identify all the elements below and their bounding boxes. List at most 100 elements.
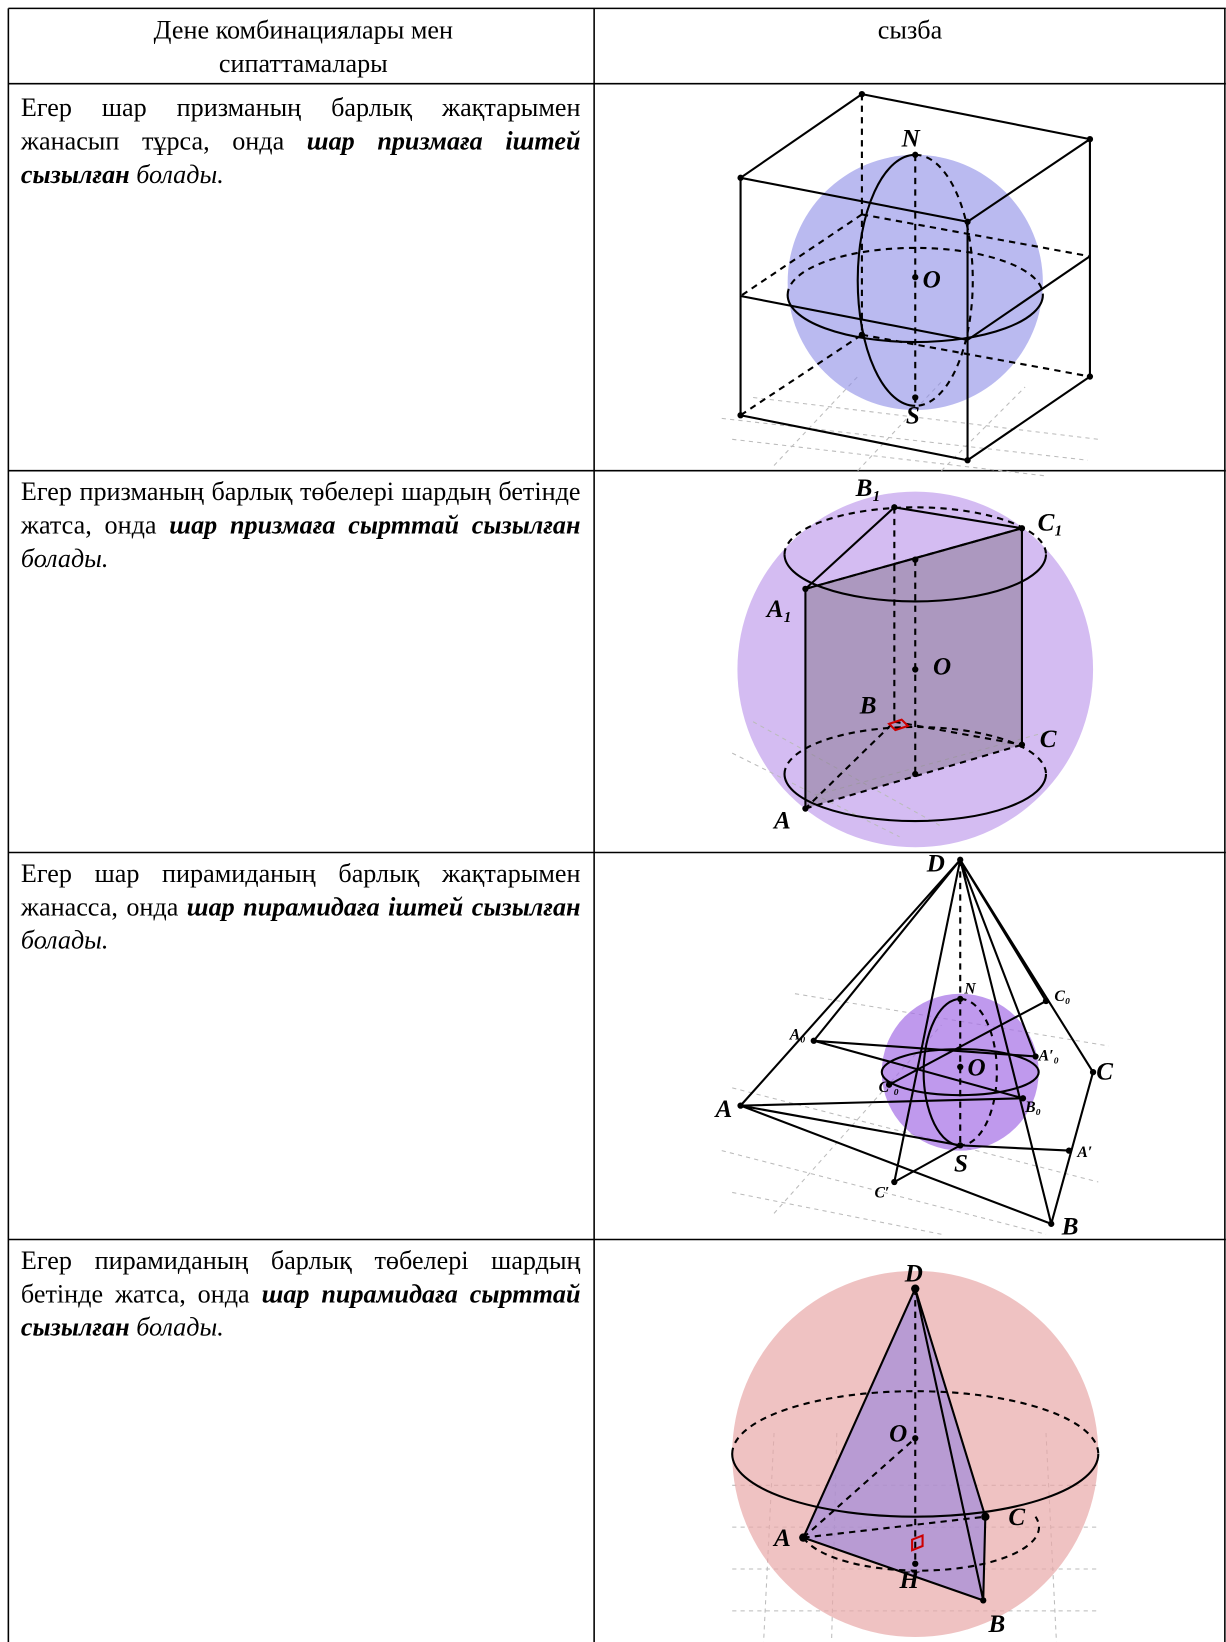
figure-circle	[957, 995, 964, 1003]
point-label: C₁	[1038, 509, 1064, 536]
figure-g	[799, 1284, 990, 1604]
row-tail: болады.	[136, 1313, 224, 1343]
row-tail: болады.	[20, 544, 109, 574]
point-label: A′	[1076, 1144, 1092, 1161]
figure-circle	[1089, 1069, 1097, 1076]
point-label: A₀	[789, 1027, 806, 1044]
point-label: C′₀	[879, 1079, 899, 1096]
figure-circle	[1086, 373, 1094, 380]
point-label: B	[859, 692, 877, 719]
figure-circle	[858, 331, 866, 338]
point-label: A	[772, 807, 791, 834]
figure-g	[737, 856, 1097, 1227]
figure-polygon	[803, 1288, 986, 1601]
figure-circle	[1018, 741, 1026, 748]
row-text: Егер шар призманың барлық жақтарымен жан…	[21, 92, 581, 192]
point-label: B₀	[1024, 1099, 1041, 1116]
figure-path	[783, 725, 1048, 775]
point-label: C	[1096, 1058, 1113, 1085]
figure-path	[915, 153, 974, 407]
point-label: O	[933, 654, 951, 681]
point-label: B	[1061, 1213, 1079, 1240]
figure-circle	[810, 1037, 817, 1044]
figure-path	[783, 554, 1048, 603]
figure-circle	[1032, 1053, 1039, 1060]
figure-path	[721, 376, 1099, 477]
figure-circle	[1042, 997, 1050, 1005]
row-term: шар призмаға сырттай сызылған	[169, 511, 581, 540]
row-lead: Егер призманың барлық төбелері шардың бе…	[20, 478, 581, 540]
figure-circle	[912, 151, 919, 158]
point-label: A′₀	[1038, 1048, 1059, 1065]
figure-circle	[799, 1533, 808, 1542]
figure-circle	[980, 1597, 987, 1604]
point-label: H	[899, 1567, 921, 1594]
figure-circle	[1048, 1220, 1055, 1227]
row-tail: болады.	[136, 161, 224, 190]
figure-circle	[1086, 135, 1094, 143]
figure-inscribed-pyramid: D N C₀ A₀ A′₀ O C′₀ C B₀ A S A′ C′ B	[713, 850, 1113, 1240]
point-label: C′	[874, 1185, 889, 1202]
point-label: B₁	[855, 475, 881, 502]
figure-circle	[912, 1435, 919, 1442]
figure-circle	[891, 504, 898, 511]
header-figure: сызба	[877, 16, 943, 45]
point-label: O	[889, 1420, 907, 1447]
row-text: Егер шар пирамиданың барлық жақтарымен ж…	[21, 858, 581, 958]
figure-path	[783, 506, 1048, 555]
point-label: B	[987, 1611, 1005, 1638]
figure-circle	[737, 412, 744, 419]
figure-circle	[912, 666, 919, 673]
figure-circle	[885, 1081, 893, 1088]
header-description: Дене комбинациялары мен сипаттамалары	[153, 16, 453, 79]
point-label: D	[926, 850, 945, 877]
point-label: N	[901, 125, 921, 152]
figure-path	[731, 1390, 1100, 1454]
figure-circle	[912, 556, 919, 563]
point-label: A	[713, 1096, 732, 1123]
figure-circle	[912, 274, 919, 281]
figure-path	[783, 774, 1048, 823]
row-tail: болады.	[20, 926, 109, 955]
table-borders	[7, 7, 1226, 1642]
point-label: N	[963, 981, 976, 998]
figure-path	[856, 153, 916, 407]
figure-circle	[737, 1102, 744, 1109]
figure-circle	[1065, 1147, 1073, 1154]
figure-path	[959, 859, 998, 1147]
row-lead: Егер шар призманың барлық жақтарымен жан…	[20, 94, 581, 156]
point-label: A₁	[765, 596, 793, 623]
figure-path	[922, 997, 961, 1147]
figure-g	[737, 91, 1094, 464]
figure-g	[721, 376, 1099, 477]
point-label: C	[1040, 726, 1057, 753]
figure-circle	[981, 1512, 990, 1521]
figure-path	[802, 1288, 986, 1564]
figure-path	[786, 246, 1044, 295]
point-label: C₀	[1054, 988, 1070, 1005]
figure-circle	[912, 770, 919, 778]
figure-circle	[1018, 525, 1026, 532]
figure-circle	[964, 218, 971, 225]
row-term: шар пирамидаға сырттай сызылған	[20, 1280, 581, 1343]
figure-circumscribed-prism: B₁ C₁ A₁ O B C A	[731, 475, 1094, 848]
row-term: шар призмаға іштей сызылған	[20, 127, 581, 190]
figure-circle	[964, 457, 971, 464]
figure-path	[887, 718, 910, 732]
row-term: шар пирамидаға іштей сызылған	[186, 893, 581, 922]
row-lead: Егер шар пирамиданың барлық жақтарымен ж…	[20, 859, 581, 922]
figure-circle	[911, 1284, 920, 1293]
point-label: O	[968, 1054, 986, 1081]
figure-circle	[891, 1178, 898, 1186]
point-label: S	[954, 1151, 968, 1178]
row-text: Егер пирамиданың барлық төбелері шардың …	[21, 1245, 581, 1345]
figure-circumscribed-pyramid: D O C A H B	[731, 1260, 1100, 1642]
point-label: S	[906, 403, 920, 430]
figure-circle	[957, 856, 964, 863]
figure-circle	[858, 91, 866, 98]
figure-circle	[1019, 1095, 1027, 1102]
figure-path	[731, 1453, 1100, 1518]
point-label: D	[904, 1260, 923, 1287]
